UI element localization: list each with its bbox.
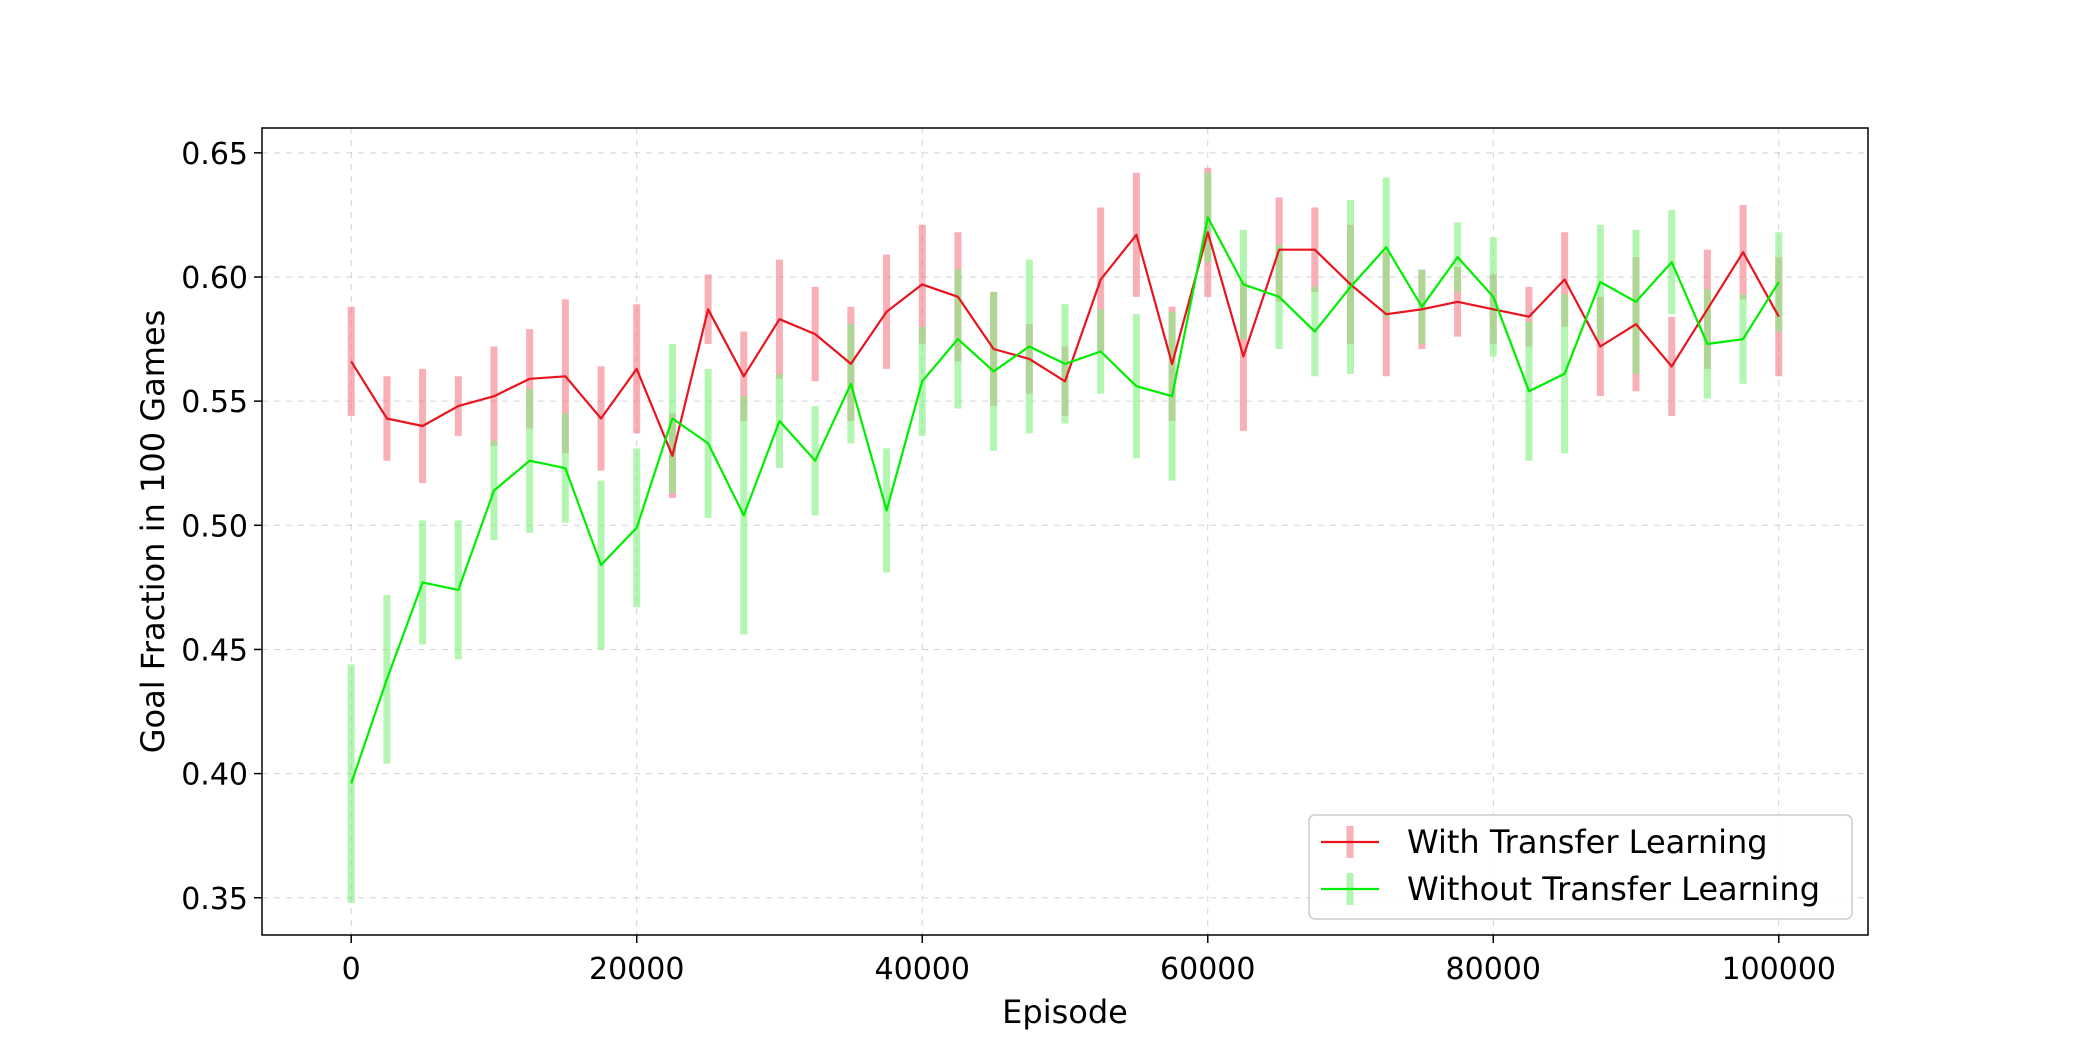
x-tick-label: 20000	[589, 952, 684, 987]
x-axis-ticks: 0 20000 40000 60000 80000 100000	[342, 935, 1836, 987]
legend-label-2: Without Transfer Learning	[1407, 870, 1820, 908]
series-line-2	[350, 216, 1780, 784]
legend-box	[1308, 814, 1853, 920]
y-tick-label: 0.65	[181, 137, 248, 172]
y-tick-label: 0.55	[181, 385, 248, 420]
legend: With Transfer Learning Without Transfer L…	[1308, 814, 1853, 920]
x-tick-label: 40000	[875, 952, 970, 987]
grid	[262, 128, 1868, 935]
y-tick-label: 0.40	[181, 758, 248, 793]
y-tick-label: 0.35	[181, 882, 248, 917]
y-tick-label: 0.60	[181, 261, 248, 296]
x-tick-label: 60000	[1160, 952, 1255, 987]
y-tick-label: 0.50	[181, 509, 248, 544]
plot-frame	[261, 127, 1869, 936]
x-axis-label: Episode	[1002, 993, 1128, 1031]
y-tick-label: 0.45	[181, 633, 248, 668]
x-tick-label: 0	[342, 952, 361, 987]
error-bars	[347, 167, 1783, 903]
legend-label-1: With Transfer Learning	[1407, 823, 1768, 861]
y-axis-label: Goal Fraction in 100 Games	[134, 310, 172, 753]
y-axis-ticks: 0.35 0.40 0.45 0.50 0.55 0.60 0.65	[181, 137, 262, 917]
x-tick-label: 80000	[1446, 952, 1541, 987]
series-line-1	[350, 231, 1780, 457]
series-lines	[350, 216, 1780, 784]
x-tick-label: 100000	[1722, 952, 1837, 987]
